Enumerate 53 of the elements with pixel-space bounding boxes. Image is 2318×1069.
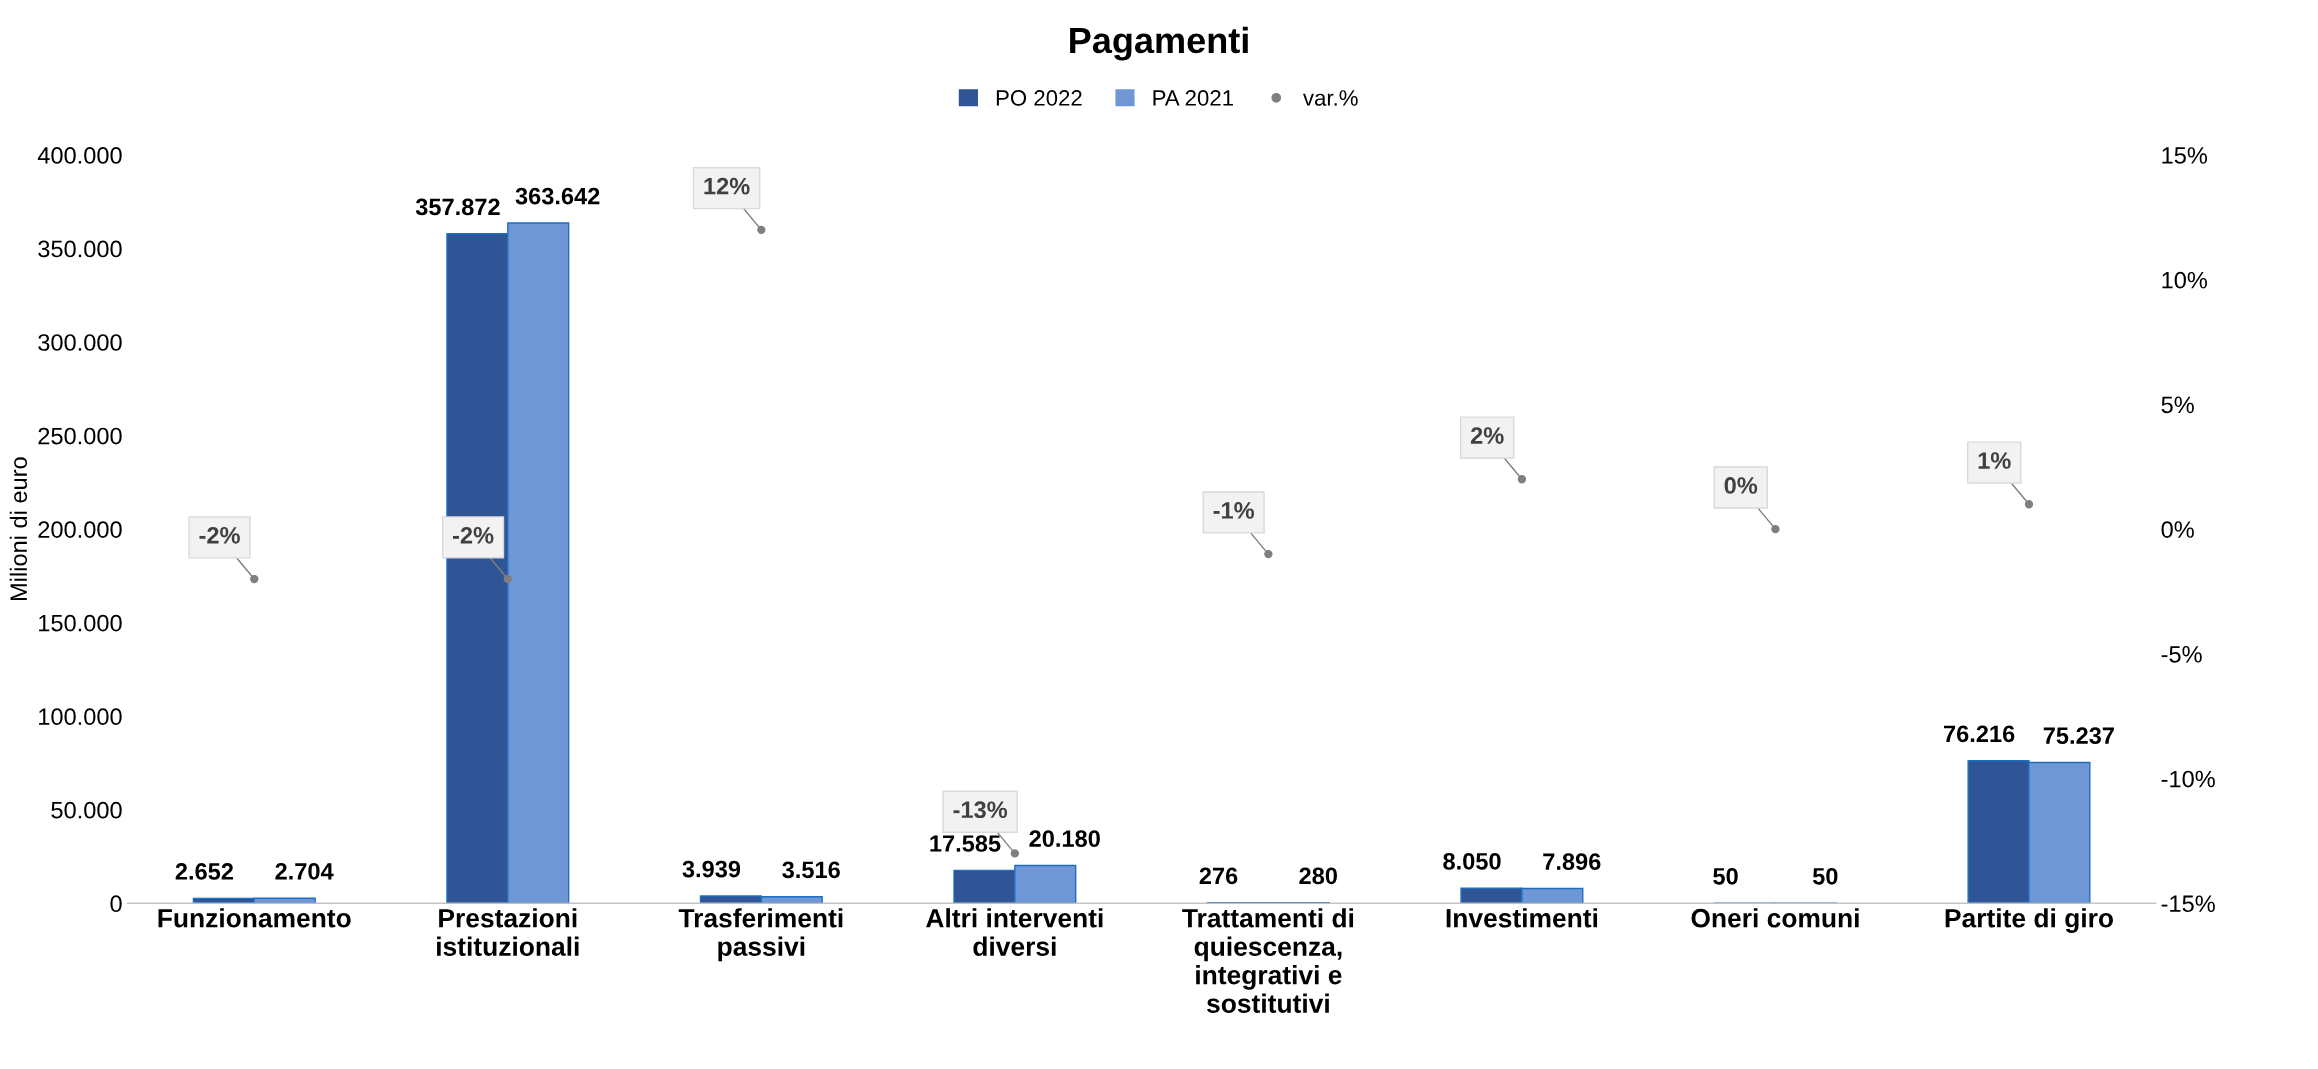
data-label: 2.652	[175, 863, 233, 880]
y-tick-label: 400.000	[37, 147, 122, 164]
y-tick-label: 300.000	[38, 334, 122, 351]
legend-label: PA 2021	[1153, 90, 1233, 106]
data-label: 0%	[1724, 477, 1758, 494]
y2-tick-label: 15%	[2162, 147, 2208, 164]
y2-tick-label: 0%	[2161, 521, 2194, 538]
y2-tick-label: -15%	[2161, 895, 2215, 913]
data-label: -13%	[953, 801, 1008, 819]
data-label: 8.050	[1443, 852, 1501, 870]
x-tick-label: Altri interventi diversi	[926, 908, 1103, 956]
x-tick-label: Prestazioni istituzionali	[437, 908, 579, 956]
x-tick-label: Oneri comuni	[1691, 908, 1859, 928]
chart-title: Pagamenti	[1070, 26, 1248, 61]
y2-tick-label: -10%	[2161, 770, 2215, 788]
y-tick-label: 250.000	[38, 427, 122, 445]
y-tick-label: 0	[110, 895, 122, 913]
data-label: 20.180	[1029, 830, 1100, 847]
data-label: -1%	[1213, 502, 1255, 519]
data-label: 2%	[1470, 427, 1504, 444]
data-label: 363.642	[515, 187, 600, 205]
y-tick-label: 150.000	[39, 614, 122, 632]
x-tick-label: Funzionamento	[158, 908, 351, 928]
y2-tick-label: -5%	[2161, 646, 2202, 663]
y-tick-label: 350.000	[38, 240, 122, 258]
data-label: -2%	[452, 526, 494, 544]
data-label: -2%	[199, 526, 240, 544]
data-label: 12%	[704, 177, 750, 195]
y2-tick-label: 5%	[2161, 396, 2194, 414]
data-label: 276	[1199, 867, 1238, 885]
data-label: 50	[1713, 867, 1738, 885]
x-tick-label: Investimenti	[1446, 908, 1598, 928]
x-tick-label: Trattamenti di quiescenza, integrativi e sostitutivi	[1182, 908, 1354, 1013]
y-tick-label: 200.000	[38, 521, 122, 538]
y-tick-label: 50.000	[51, 801, 122, 819]
data-label: 2.704	[275, 862, 334, 880]
y-tick-label: 100.000	[39, 708, 122, 726]
data-label: 3.516	[782, 861, 840, 879]
data-label: 280	[1299, 867, 1337, 885]
data-label: 357.872	[415, 198, 500, 216]
legend-label: PO 2022	[996, 90, 1082, 106]
data-label: 1%	[1978, 452, 2011, 469]
data-label: 7.896	[1543, 853, 1601, 870]
legend-label: var.%	[1303, 90, 1358, 106]
data-label: 75.237	[2043, 727, 2114, 745]
x-tick-label: Trasferimenti passivi	[678, 908, 843, 962]
y-axis-title: Milioni di euro	[9, 457, 28, 601]
data-label: 50	[1812, 867, 1838, 885]
x-tick-label: Partite di giro	[1945, 908, 2113, 933]
data-label: 76.216	[1944, 725, 2015, 743]
data-label: 17.585	[930, 835, 1001, 852]
data-label: 3.939	[682, 860, 741, 878]
y2-tick-label: 10%	[2162, 271, 2208, 289]
